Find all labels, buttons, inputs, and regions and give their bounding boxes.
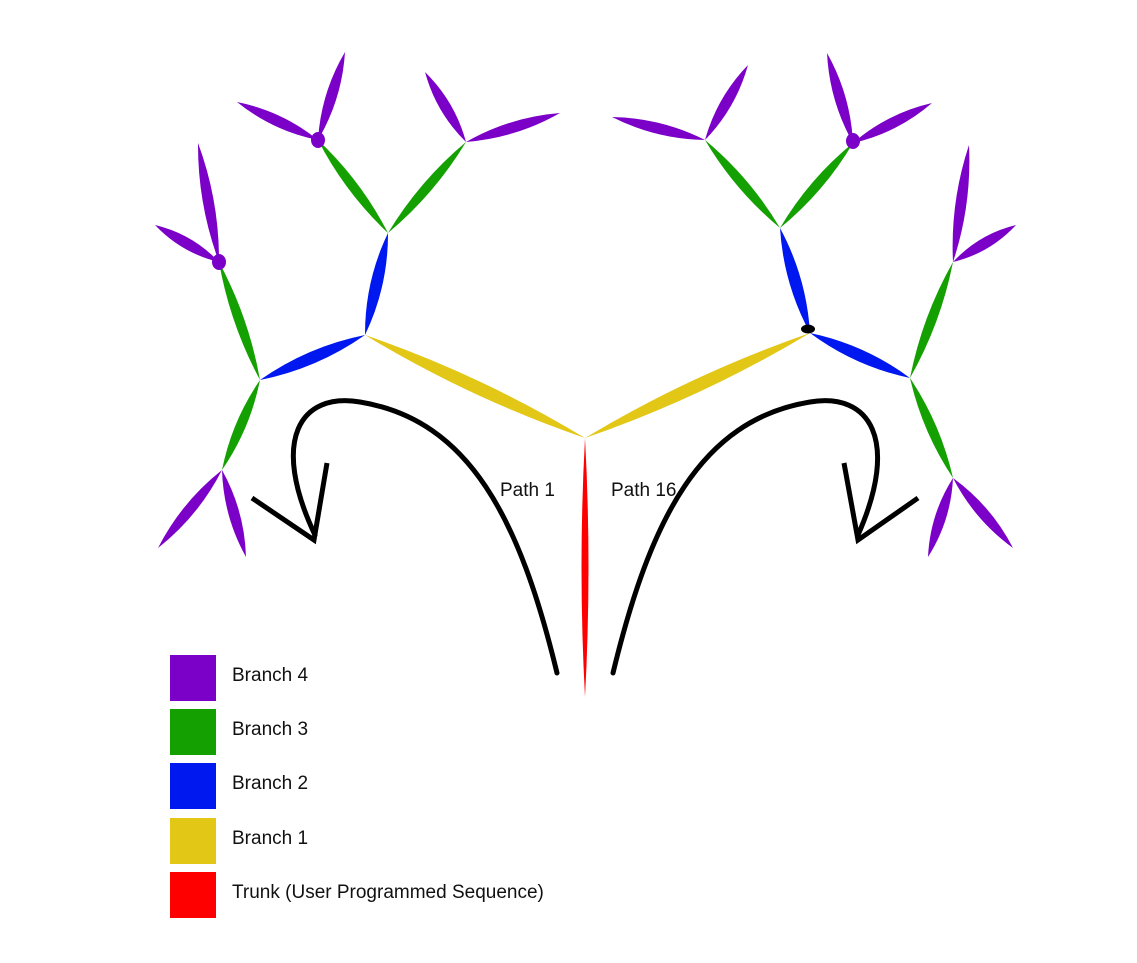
branch4-segment (158, 470, 222, 548)
branch4-segment (953, 478, 1013, 548)
legend-label-branch2: Branch 2 (232, 773, 309, 794)
branch4-segment (928, 478, 953, 557)
legend-item-branch4: Branch 4 (170, 655, 690, 701)
path-1-arrow (290, 398, 560, 676)
branch2-segment (364, 233, 389, 335)
branch2-segment (260, 335, 365, 380)
legend-item-branch2: Branch 2 (170, 763, 690, 809)
branch3-segment (219, 262, 260, 380)
branch4-segment (953, 225, 1016, 262)
legend-item-trunk: Trunk (User Programmed Sequence) (170, 872, 690, 918)
branch4-segment (612, 117, 705, 140)
branch3-segment (780, 143, 853, 228)
legend-label-branch4: Branch 4 (232, 665, 309, 686)
branch4-segment (827, 53, 853, 143)
legend-swatch-branch3 (170, 709, 216, 755)
branch3-segment (705, 140, 780, 228)
branch4-segment (155, 225, 219, 262)
branch2-segment (780, 228, 810, 333)
legend-swatch-branch2 (170, 763, 216, 809)
branch4-segment (197, 143, 220, 262)
branch4-segment (425, 72, 466, 142)
branch3-segment (910, 262, 953, 378)
branch4-junction (311, 132, 325, 148)
branch2-segment (810, 333, 910, 378)
branch1-segment (585, 333, 810, 438)
path-16-arrow (610, 398, 881, 676)
legend-item-branch3: Branch 3 (170, 709, 690, 755)
legend-swatch-branch4 (170, 655, 216, 701)
branch1-segment (365, 335, 585, 438)
branch3-segment (318, 140, 388, 233)
branch4-segment (853, 103, 932, 143)
path-1-label: Path 1 (500, 480, 555, 501)
legend-item-branch1: Branch 1 (170, 818, 690, 864)
branch4-segment (222, 470, 246, 557)
legend-swatch-trunk (170, 872, 216, 918)
legend-label-branch1: Branch 1 (232, 828, 309, 849)
path-16-arrowhead (841, 462, 920, 545)
path-1-arrowhead (250, 462, 330, 545)
branch3-segment (222, 380, 260, 470)
tree-branches (155, 52, 1016, 697)
legend-label-trunk: Trunk (User Programmed Sequence) (232, 882, 544, 903)
branch4-segment (952, 145, 970, 262)
path-16-label: Path 16 (611, 480, 677, 501)
branch3-segment (388, 142, 466, 233)
trunk-segment (581, 438, 589, 697)
branch4-junction (846, 133, 860, 149)
branch4-segment (705, 65, 748, 140)
branch3-segment (910, 378, 953, 478)
branch4-segment (318, 52, 345, 140)
node-marker (801, 324, 815, 334)
branch4-segment (237, 102, 318, 140)
branch4-junction (212, 254, 226, 270)
legend-swatch-branch1 (170, 818, 216, 864)
legend-label-branch3: Branch 3 (232, 719, 309, 740)
branch4-segment (466, 113, 560, 142)
